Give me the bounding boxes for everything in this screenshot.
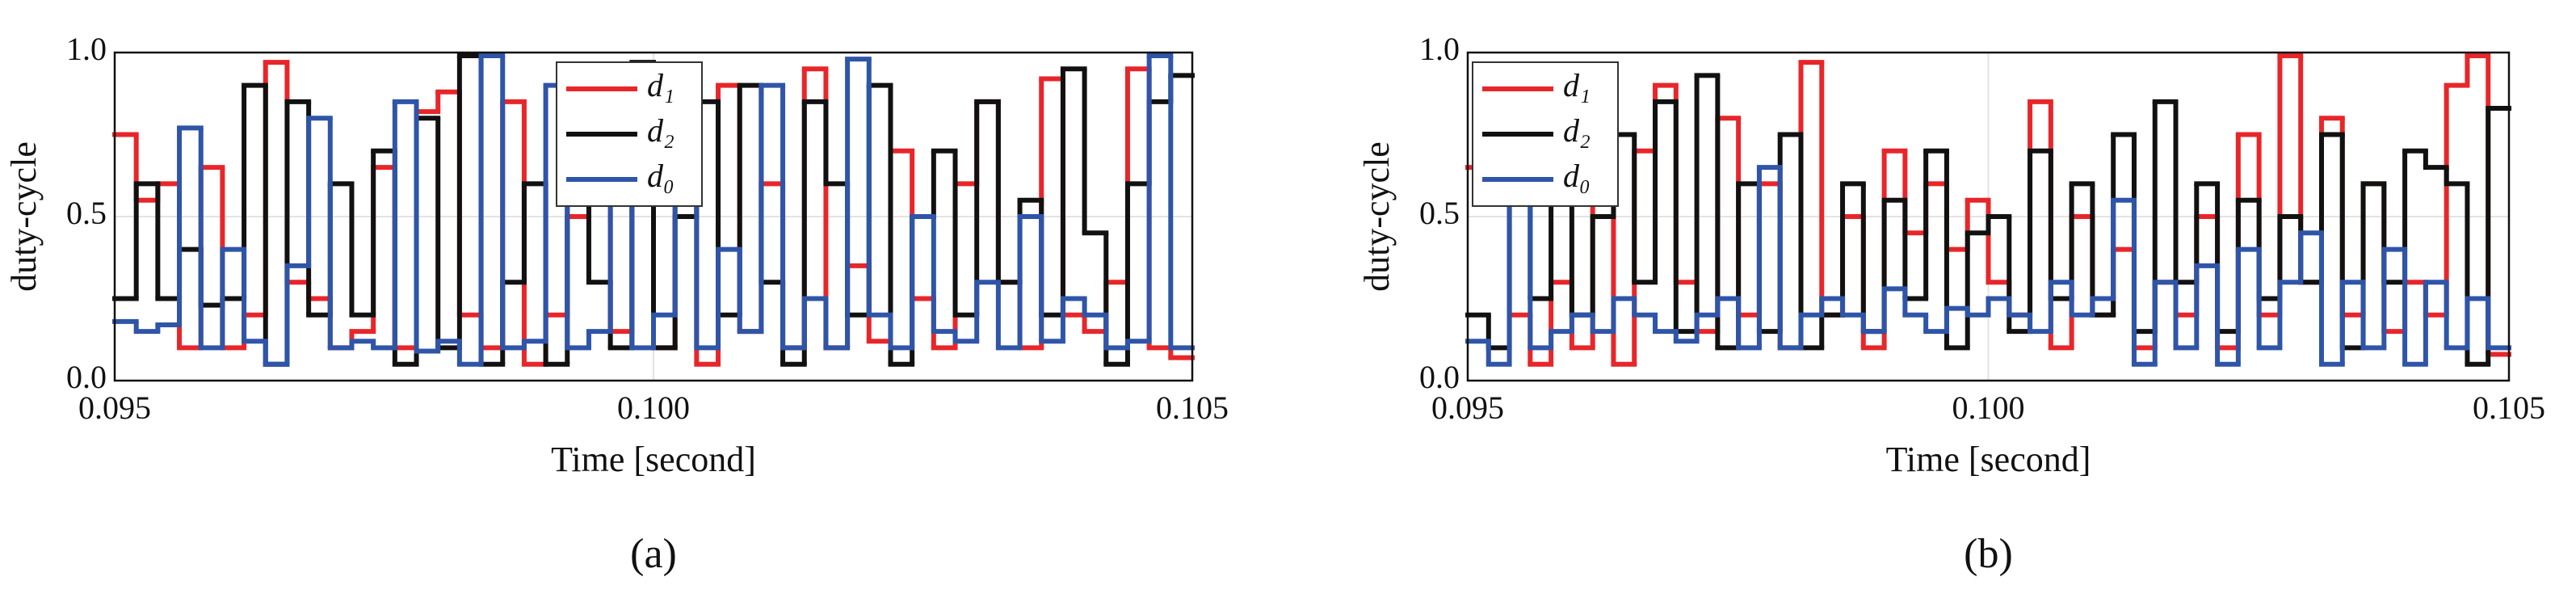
panel-label: (b) — [1964, 531, 2013, 577]
y-tick-label: 0.0 — [66, 359, 107, 395]
y-axis-label: duty-cycle — [1357, 141, 1397, 292]
panel-label: (a) — [630, 531, 677, 577]
x-axis-label: Time [second] — [1886, 440, 2091, 479]
legend-label: d₂ — [1563, 112, 1591, 149]
axes-frame — [1466, 51, 2511, 382]
y-tick-label: 1.0 — [1419, 31, 1460, 67]
y-tick-label: 0.0 — [1419, 359, 1460, 395]
x-tick-label: 0.100 — [1952, 390, 2025, 426]
legend-label: d₁ — [1563, 67, 1591, 103]
y-tick-label: 0.5 — [1419, 195, 1460, 231]
chart-panel: 0.0 0.5 1.0 0.095 0.100 0.105 d₁ d₂ d₀ Time [seco… — [4, 31, 1229, 577]
y-tick-label: 0.5 — [66, 195, 107, 231]
x-tick-label: 0.095 — [78, 390, 151, 426]
legend-label: d₁ — [647, 67, 674, 103]
series-line — [1465, 73, 2511, 367]
x-axis-label: Time [second] — [551, 440, 756, 479]
y-tick-label: 1.0 — [66, 31, 107, 67]
chart-panel: 0.0 0.5 1.0 0.095 0.100 0.105 d₁ d₂ d₀ Time [seco… — [1357, 31, 2545, 577]
legend-label: d₀ — [1563, 158, 1591, 194]
legend-label: d₂ — [647, 112, 674, 149]
y-axis-label: duty-cycle — [4, 141, 44, 292]
x-tick-label: 0.100 — [617, 390, 690, 426]
x-tick-label: 0.105 — [2473, 390, 2545, 426]
legend-label: d₀ — [647, 158, 674, 194]
x-tick-label: 0.095 — [1431, 390, 1504, 426]
axes-frame — [113, 51, 1194, 382]
x-tick-label: 0.105 — [1156, 390, 1229, 426]
